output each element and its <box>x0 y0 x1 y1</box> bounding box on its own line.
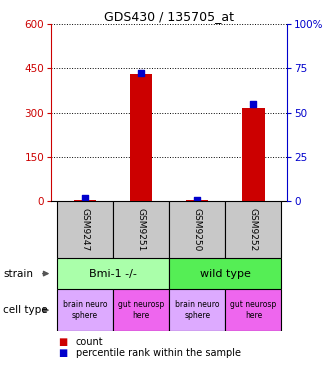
Text: wild type: wild type <box>200 269 251 279</box>
Text: GSM9251: GSM9251 <box>137 208 146 251</box>
Text: count: count <box>76 337 104 347</box>
Title: GDS430 / 135705_at: GDS430 / 135705_at <box>104 10 234 23</box>
Bar <box>169 258 281 289</box>
Text: cell type: cell type <box>3 305 48 315</box>
Text: Bmi-1 -/-: Bmi-1 -/- <box>89 269 137 279</box>
Text: strain: strain <box>3 269 33 279</box>
Point <box>138 71 144 76</box>
Bar <box>169 289 225 331</box>
Text: brain neuro
sphere: brain neuro sphere <box>175 300 219 320</box>
Text: gut neurosp
here: gut neurosp here <box>230 300 277 320</box>
Bar <box>169 201 225 258</box>
Bar <box>186 200 209 201</box>
Text: GSM9250: GSM9250 <box>193 208 202 251</box>
Bar <box>57 201 113 258</box>
Bar <box>225 289 281 331</box>
Text: gut neurosp
here: gut neurosp here <box>118 300 164 320</box>
Text: GSM9247: GSM9247 <box>81 208 89 251</box>
Text: brain neuro
sphere: brain neuro sphere <box>63 300 107 320</box>
Text: ■: ■ <box>58 348 67 358</box>
Point <box>82 195 87 201</box>
Bar <box>113 201 169 258</box>
Point <box>251 101 256 107</box>
Bar <box>57 258 169 289</box>
Text: percentile rank within the sample: percentile rank within the sample <box>76 348 241 358</box>
Bar <box>242 108 265 201</box>
Text: ■: ■ <box>58 337 67 347</box>
Bar <box>74 200 96 201</box>
Bar <box>113 289 169 331</box>
Bar <box>130 74 152 201</box>
Point <box>195 197 200 202</box>
Text: GSM9252: GSM9252 <box>249 208 258 251</box>
Bar <box>57 289 113 331</box>
Bar <box>225 201 281 258</box>
